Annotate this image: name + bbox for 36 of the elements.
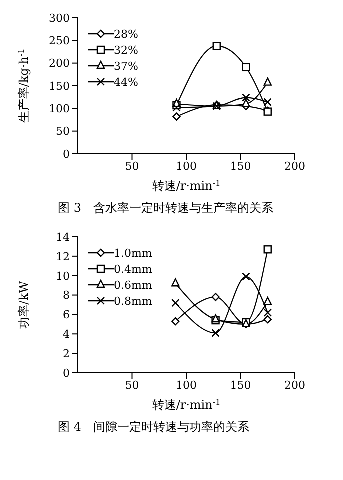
y-tick-label: 4 xyxy=(63,328,70,342)
legend-label: 32% xyxy=(114,44,138,56)
y-tick-label: 100 xyxy=(49,102,70,116)
y-tick-label: 200 xyxy=(49,57,70,70)
x-axis-title: 转速/r·min$^{-1}$ xyxy=(152,398,221,412)
y-tick-label: 50 xyxy=(56,125,70,138)
y-axis-title: 功率/kW xyxy=(17,280,31,329)
legend-label: 1.0mm xyxy=(114,246,152,260)
x-axis-title: 转速/r·min$^{-1}$ xyxy=(152,178,221,193)
caption: 图 4 间隙一定时转速与功率的关系 xyxy=(57,419,250,436)
x-tick-label: 100 xyxy=(176,160,197,173)
y-tick-label: 10 xyxy=(56,270,70,283)
y-tick-label: 2 xyxy=(63,347,70,360)
legend-label: 0.6mm xyxy=(114,278,152,292)
legend-label: 44% xyxy=(114,76,138,88)
x-tick-label: 150 xyxy=(230,160,252,173)
legend-label: 28% xyxy=(114,28,138,40)
legend-label: 37% xyxy=(114,60,138,72)
y-tick-label: 6 xyxy=(63,308,70,322)
y-tick-label: 0 xyxy=(63,148,70,161)
x-tick-label: 200 xyxy=(284,378,306,392)
legend-label: 0.4mm xyxy=(114,262,152,276)
y-tick-label: 12 xyxy=(56,250,70,264)
y-tick-label: 14 xyxy=(56,230,70,244)
legend-label: 0.8mm xyxy=(114,294,152,308)
y-tick-label: 250 xyxy=(49,34,70,48)
x-tick-label: 50 xyxy=(125,378,140,392)
caption: 图 3 含水率一定时转速与生产率的关系 xyxy=(57,200,274,217)
x-tick-label: 150 xyxy=(230,378,252,392)
y-tick-label: 8 xyxy=(63,289,70,302)
y-tick-label: 150 xyxy=(49,80,70,93)
y-tick-label: 0 xyxy=(63,366,70,380)
x-tick-label: 200 xyxy=(284,160,306,173)
x-tick-label: 100 xyxy=(176,378,197,392)
y-tick-label: 300 xyxy=(49,12,70,25)
x-tick-label: 50 xyxy=(125,160,140,173)
